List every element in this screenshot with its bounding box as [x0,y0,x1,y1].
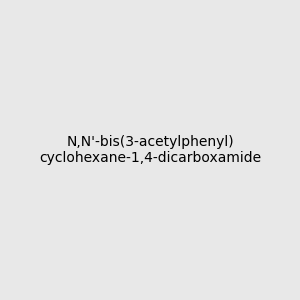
Text: N,N'-bis(3-acetylphenyl)
cyclohexane-1,4-dicarboxamide: N,N'-bis(3-acetylphenyl) cyclohexane-1,4… [39,135,261,165]
